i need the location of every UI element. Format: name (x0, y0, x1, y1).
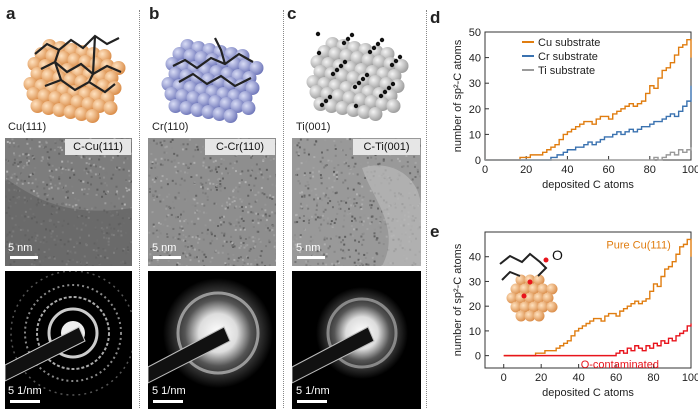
y-axis-label: number of sp²-C atoms (452, 243, 464, 356)
x-tick-label: 40 (561, 164, 573, 176)
scale-bar-diff-b (153, 400, 183, 403)
tem-image-b (148, 138, 276, 266)
scale-label-tem-b: 5 nm (152, 242, 177, 254)
chart-e: 0 20 40 60 80 100 0 10 20 30 40 deposited C atoms nu… (452, 231, 698, 399)
inset-illustration (499, 252, 558, 322)
panel-label-d: d (430, 8, 441, 27)
tem-tag-c: C-Ti(001) (353, 139, 420, 155)
panel-label-b: b (149, 4, 160, 23)
y-tick-label: 30 (469, 78, 481, 90)
scale-label-tem-a: 5 nm (8, 242, 33, 254)
y-tick-label: 20 (469, 301, 481, 313)
scale-label-diff-c: 5 1/nm (296, 385, 330, 397)
tem-tag-a: C-Cu(111) (65, 139, 131, 155)
tem-image-c (292, 138, 421, 266)
scale-bar-diff-c (297, 400, 327, 403)
separator-ab (139, 10, 140, 408)
scale-bar-tem-b (153, 256, 181, 259)
y-tick-label: 40 (469, 252, 481, 264)
y-tick-label: 10 (469, 129, 481, 141)
crystal-label-a: Cu(111) (8, 121, 47, 133)
panel-label-c: c (287, 4, 297, 23)
scale-bar-tem-a (10, 256, 38, 259)
tem-tag-b: C-Cr(110) (205, 139, 275, 155)
crystal-label-c: Ti(001) (296, 121, 331, 133)
x-tick-label: 40 (573, 372, 585, 384)
legend-label-0: Cu substrate (538, 37, 600, 49)
ti-crystal-illustration (306, 31, 409, 121)
x-tick-label: 100 (682, 372, 698, 384)
x-tick-label: 60 (602, 164, 614, 176)
series-line-1 (503, 323, 692, 357)
separator-bc (283, 10, 284, 408)
y-tick-label: 40 (469, 53, 481, 65)
x-tick-label: 60 (610, 372, 622, 384)
y-tick-label: 50 (469, 27, 481, 39)
scale-label-diff-b: 5 1/nm (152, 385, 186, 397)
legend-label-1: Cr substrate (538, 51, 598, 63)
x-tick-label: 80 (644, 164, 656, 176)
tem-image-a (5, 138, 132, 266)
scale-label-diff-a: 5 1/nm (8, 385, 42, 397)
separator-cd (426, 10, 427, 408)
series-label-pure: Pure Cu(111) (606, 239, 670, 251)
y-tick-label: 10 (469, 326, 481, 338)
series-line-1 (485, 85, 692, 161)
diffraction-image-a (5, 271, 132, 409)
x-tick-label: 0 (501, 372, 507, 384)
cr-crystal-illustration (161, 37, 264, 123)
x-tick-label: 100 (682, 164, 698, 176)
series-line-0 (503, 238, 692, 357)
diffraction-image-b (148, 271, 276, 409)
panel-label-a: a (6, 4, 16, 23)
x-tick-label: 20 (535, 372, 547, 384)
chart-d: 0 20 40 60 80 100 0 10 20 30 40 50 deposited C atoms… (452, 27, 698, 191)
x-tick-label: 20 (520, 164, 532, 176)
panel-label-e: e (430, 222, 440, 241)
scale-bar-diff-a (10, 400, 40, 403)
x-tick-label: 80 (647, 372, 659, 384)
x-axis-label: deposited C atoms (542, 179, 634, 191)
inset-o-label: O (552, 247, 563, 263)
y-axis-label: number of sp²-C atoms (452, 39, 464, 152)
y-tick-label: 0 (475, 155, 481, 167)
x-axis-label: deposited C atoms (542, 387, 634, 399)
series-line-0 (485, 38, 692, 161)
y-tick-label: 30 (469, 276, 481, 288)
legend-label-2: Ti substrate (538, 65, 595, 77)
series-label-o: O-contaminated (581, 359, 659, 371)
crystal-label-b: Cr(110) (152, 121, 189, 133)
y-tick-label: 0 (475, 351, 481, 363)
cu-crystal-illustration (23, 34, 126, 123)
scale-label-tem-c: 5 nm (296, 242, 321, 254)
scale-bar-tem-c (297, 256, 325, 259)
y-tick-label: 20 (469, 104, 481, 116)
series-line-2 (485, 147, 692, 161)
diffraction-image-c (292, 271, 421, 409)
x-tick-label: 0 (482, 164, 488, 176)
